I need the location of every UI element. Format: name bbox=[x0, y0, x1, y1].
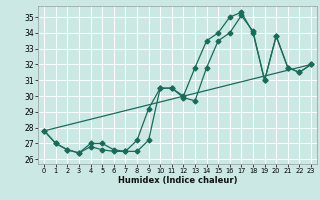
X-axis label: Humidex (Indice chaleur): Humidex (Indice chaleur) bbox=[118, 176, 237, 185]
